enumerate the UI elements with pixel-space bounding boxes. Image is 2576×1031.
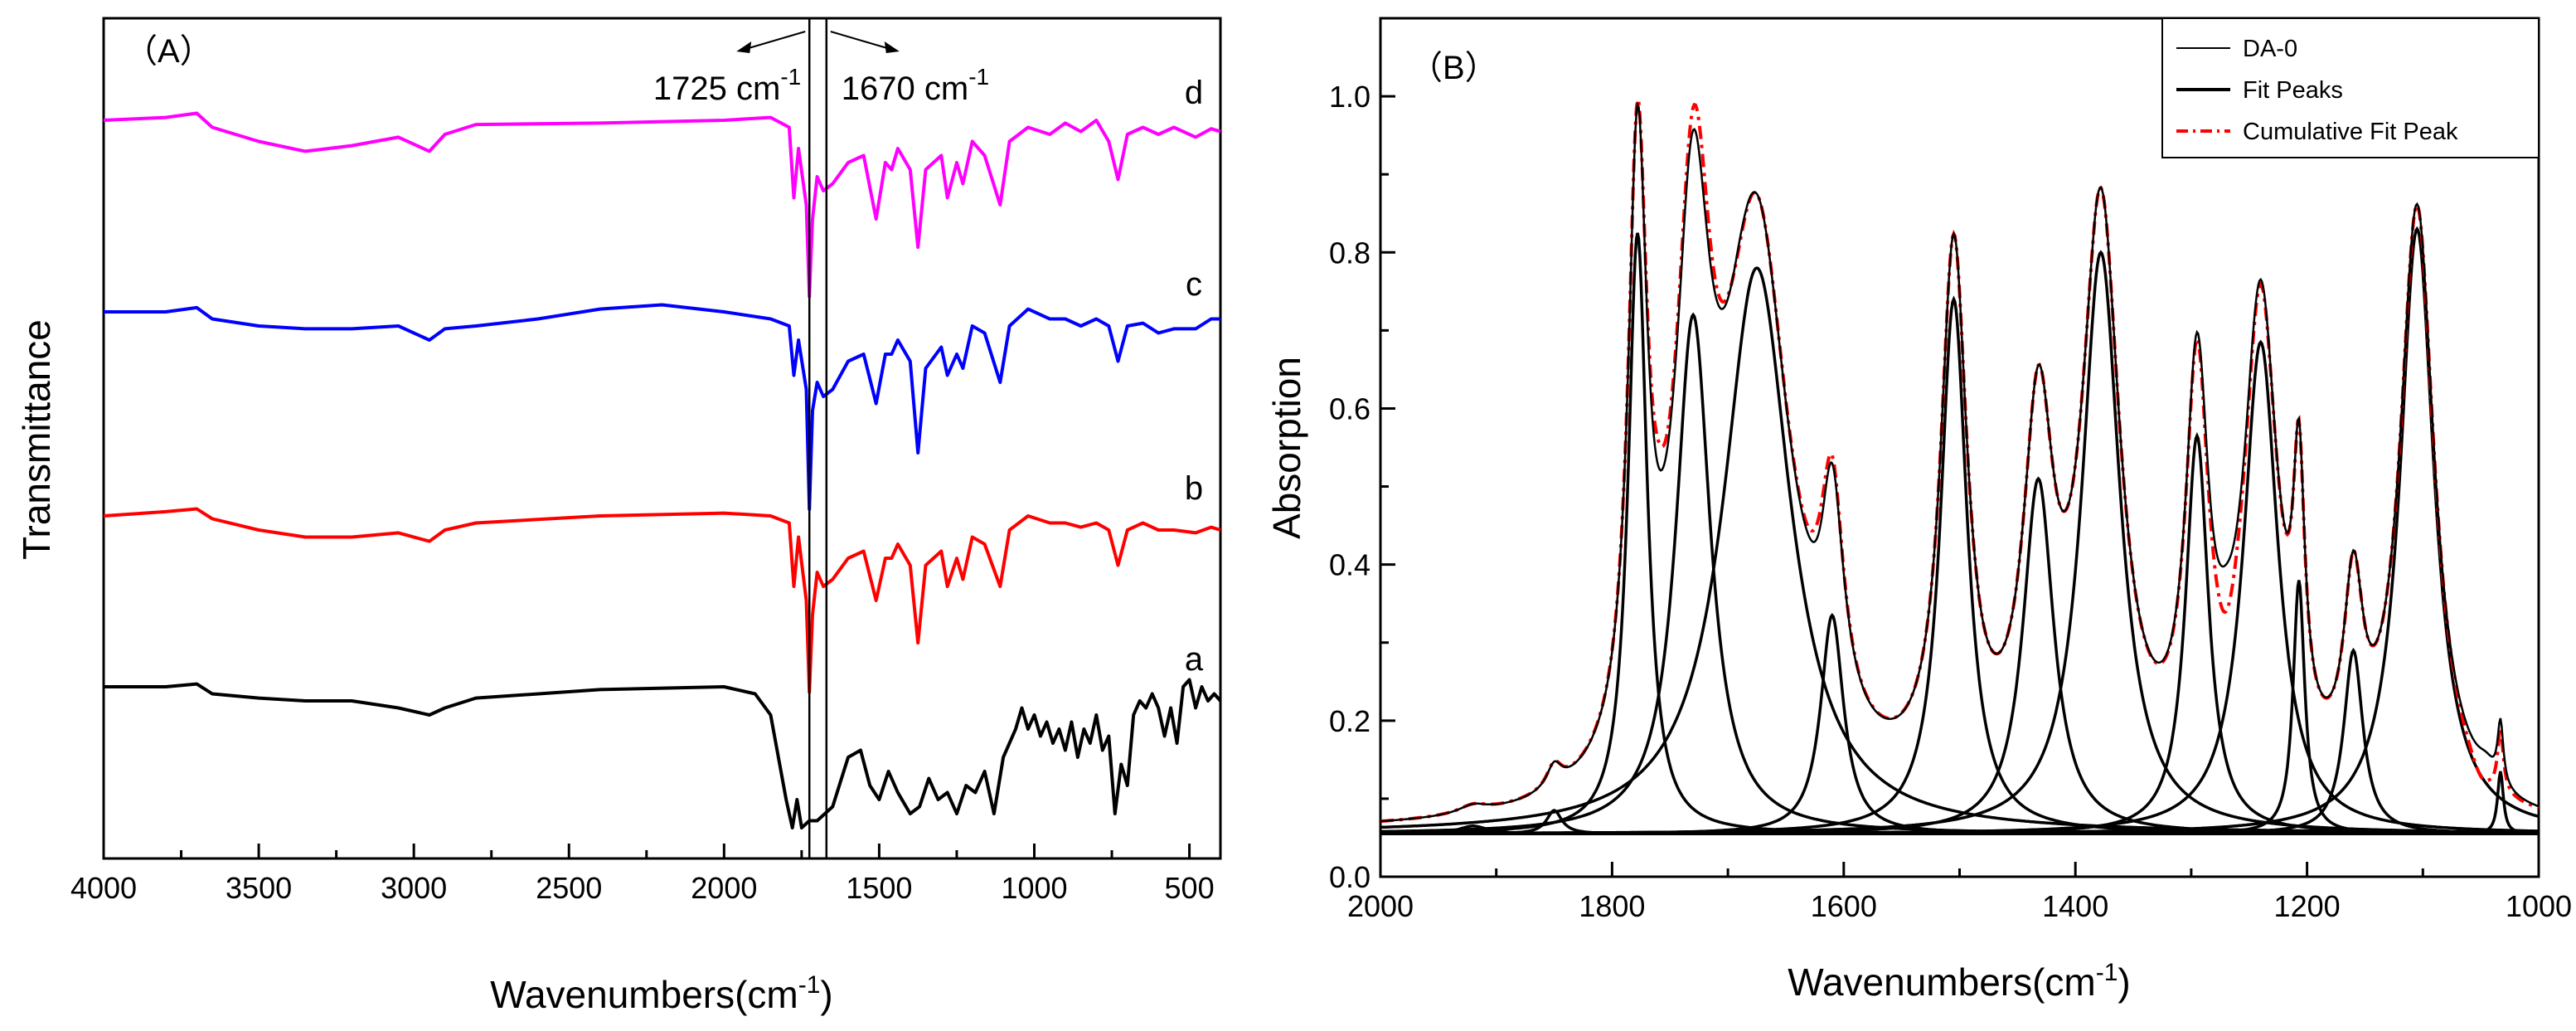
- curve-label-a: a: [1185, 641, 1204, 678]
- annotation-1725-main: 1725 cm: [653, 71, 780, 107]
- panel-a-y-axis-title: Transmittance: [15, 319, 58, 560]
- arrow-head-1725: [736, 41, 752, 53]
- cumulative-fit-peak-line: [1380, 94, 2540, 824]
- x-tick-label-4000: 4000: [70, 871, 137, 905]
- b-x-tick-label-1000: 1000: [2506, 889, 2572, 923]
- b-y-tick-label-0.4: 0.4: [1329, 548, 1370, 582]
- x-tick-label-1000: 1000: [1001, 871, 1067, 905]
- arrow-head-1670: [884, 41, 900, 53]
- fit-peak-1160: [1380, 647, 2539, 835]
- fit-peak-1610: [1380, 612, 2539, 835]
- x-tick-label-500: 500: [1165, 871, 1215, 905]
- fit-peak-1850: [1380, 809, 2539, 835]
- legend-label-fit-peaks: Fit Peaks: [2243, 77, 2343, 104]
- panel-b-x-axis-title-sup: -1: [2096, 959, 2118, 986]
- x-tick-label-2000: 2000: [691, 871, 757, 905]
- fit-peak-1033: [1380, 771, 2539, 835]
- panel-b-axes: 2000 1800 1600 1400 1200 1000 0.0 0.2 0.4 0.6 0.8 1…: [1329, 17, 2572, 923]
- x-tick-label-3000: 3000: [381, 871, 447, 905]
- panel-b-fit-peaks-group: [1380, 226, 2540, 835]
- panel-b-label: （B）: [1409, 50, 1498, 86]
- legend-label-cumulative: Cumulative Fit Peak: [2243, 119, 2458, 145]
- curve-label-d: d: [1185, 75, 1203, 111]
- panel-a-x-axis: 4000 3500 3000 2500 2000 1500 1000 500: [70, 844, 1215, 905]
- annotation-1725-sup: -1: [780, 64, 801, 90]
- annotation-1670: 1670 cm-1: [842, 64, 989, 107]
- panel-a-x-axis-title-sup: -1: [798, 971, 821, 999]
- panel-a-x-axis-title: Wavenumbers(cm-1): [490, 971, 833, 1016]
- panel-a-series-group: d c b a: [103, 75, 1222, 829]
- b-y-tick-label-0.2: 0.2: [1329, 704, 1370, 738]
- panel-a-label: （A）: [124, 33, 213, 70]
- spectrum-b: [103, 507, 1221, 694]
- x-tick-label-1500: 1500: [846, 871, 912, 905]
- panel-a-frame: [102, 17, 1222, 860]
- b-x-tick-label-1200: 1200: [2274, 889, 2341, 923]
- legend-label-da0: DA-0: [2243, 36, 2297, 62]
- arrow-1725: [742, 31, 806, 51]
- spectrum-c: [104, 303, 1220, 511]
- panel-b-x-axis-title-close: ): [2118, 960, 2130, 1004]
- spectrum-a: [104, 678, 1222, 829]
- arrow-1670: [830, 31, 894, 51]
- panel-a-annotations: 1725 cm-1 1670 cm-1: [653, 18, 989, 858]
- b-y-tick-label-0.6: 0.6: [1329, 391, 1370, 426]
- fit-peak-1730: [1380, 312, 2539, 835]
- b-x-tick-label-1600: 1600: [1811, 889, 1877, 923]
- annotation-1670-main: 1670 cm: [842, 71, 968, 107]
- panel-a-x-axis-title-close: ): [820, 973, 832, 1016]
- curve-label-c: c: [1186, 266, 1202, 303]
- b-x-tick-label-1800: 1800: [1579, 889, 1645, 923]
- panel-a-x-axis-title-main: Wavenumbers(cm: [490, 973, 798, 1016]
- b-y-tick-label-1: 1.0: [1329, 80, 1370, 114]
- panel-b-x-axis-title-main: Wavenumbers(cm: [1788, 960, 2095, 1004]
- curve-label-b: b: [1185, 470, 1203, 507]
- panel-b-lines-group: [1380, 94, 2540, 824]
- panel-a: d c b a 4000 3500 3000 2500 2000 1500 1000 500 172…: [15, 17, 1222, 1016]
- fit-peak-1240: [1380, 339, 2539, 835]
- x-tick-label-3500: 3500: [226, 871, 292, 905]
- da0-line: [1380, 100, 2540, 823]
- b-x-tick-label-2000: 2000: [1347, 889, 1414, 923]
- fit-peak-1432: [1380, 476, 2539, 835]
- panel-b-y-axis-title: Absorption: [1265, 357, 1308, 539]
- spectrum-d: [103, 111, 1221, 299]
- annotation-1670-sup: -1: [968, 64, 989, 90]
- panel-b-x-axis-title: Wavenumbers(cm-1): [1788, 959, 2131, 1004]
- panel-b-legend: DA-0 Fit Peaks Cumulative Fit Peak: [2161, 17, 2540, 158]
- x-tick-label-2500: 2500: [536, 871, 602, 905]
- b-x-tick-label-1400: 1400: [2042, 889, 2108, 923]
- b-y-tick-label-0.8: 0.8: [1329, 236, 1370, 270]
- panel-b: 2000 1800 1600 1400 1200 1000 0.0 0.2 0.4 0.6 0.8 1…: [1265, 17, 2572, 1004]
- b-y-tick-label-0: 0.0: [1329, 860, 1370, 894]
- annotation-1725: 1725 cm-1: [653, 64, 801, 107]
- fit-peak-1295: [1380, 431, 2539, 835]
